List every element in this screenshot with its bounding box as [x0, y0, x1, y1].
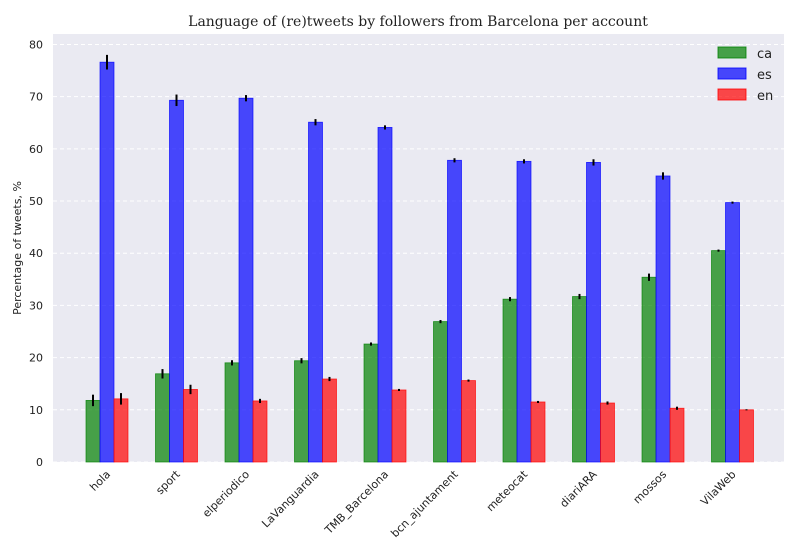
bar-en-meteocat	[530, 401, 546, 463]
y-tick-label: 70	[29, 91, 43, 104]
legend-label-ca: ca	[757, 47, 772, 62]
bar-es-sport	[169, 99, 184, 463]
x-tick-label: hola	[87, 468, 113, 494]
bars	[85, 54, 754, 463]
legend-swatch-ca	[717, 46, 747, 59]
bar-ca-VilaWeb	[711, 250, 726, 463]
bar-es-meteocat	[516, 160, 532, 463]
x-tick-label: LaVanguardia	[259, 468, 321, 530]
legend-label-en: en	[757, 89, 773, 104]
legend-swatch-en	[717, 88, 747, 101]
x-tick-label: elperiodico	[200, 468, 252, 520]
x-tick-labels: hola sport elperiodico LaVanguardia TMB_Barc…	[87, 467, 738, 540]
y-tick-label: 60	[29, 143, 43, 156]
y-tick-label: 20	[29, 352, 43, 365]
legend: ca es en	[717, 46, 773, 104]
bar-ca-bcn_ajuntament	[433, 321, 448, 463]
bar-es-diariARA	[586, 161, 601, 463]
bar-ca-LaVanguardia	[294, 360, 309, 463]
x-tick-label: sport	[153, 467, 183, 497]
bar-ca-TMB_Barcelona	[363, 343, 379, 463]
bar-es-TMB_Barcelona	[377, 127, 393, 463]
bar-en-diariARA	[600, 402, 615, 463]
bar-en-bcn_ajuntament	[461, 380, 476, 463]
x-tick-label: TMB_Barcelona	[322, 468, 391, 537]
y-axis-label: Percentage of tweets, %	[11, 181, 24, 315]
x-tick-label: diariARA	[557, 468, 599, 510]
bar-en-mossos	[669, 407, 685, 463]
x-tick-label: bcn_ajuntament	[388, 467, 461, 540]
bar-es-mossos	[655, 175, 671, 463]
bar-en-LaVanguardia	[322, 378, 337, 463]
bar-en-sport	[183, 389, 198, 463]
bar-en-hola	[113, 398, 129, 463]
bar-es-bcn_ajuntament	[447, 159, 462, 463]
bar-ca-diariARA	[572, 296, 587, 463]
legend-label-es: es	[757, 68, 772, 83]
y-tick-label: 10	[29, 404, 43, 417]
y-tick-label: 30	[29, 299, 43, 312]
bar-es-elperiodico	[238, 97, 254, 463]
bar-en-TMB_Barcelona	[391, 389, 407, 463]
bar-ca-mossos	[641, 276, 657, 463]
chart-title: Language of (re)tweets by followers from…	[188, 14, 648, 30]
y-tick-label: 80	[29, 38, 43, 51]
bar-en-elperiodico	[252, 400, 268, 463]
x-tick-label: mossos	[631, 468, 670, 507]
y-tick-label: 0	[36, 456, 43, 469]
y-tick-label: 40	[29, 247, 43, 260]
bar-ca-hola	[85, 400, 101, 463]
bar-ca-sport	[155, 373, 170, 463]
bar-ca-meteocat	[502, 298, 518, 463]
bar-ca-elperiodico	[224, 362, 240, 463]
x-tick-label: VilaWeb	[698, 468, 738, 508]
y-tick-label: 50	[29, 195, 43, 208]
bar-es-hola	[99, 61, 115, 463]
bar-es-LaVanguardia	[308, 121, 323, 463]
legend-swatch-es	[717, 67, 747, 80]
bar-en-VilaWeb	[739, 409, 754, 463]
y-tick-labels: 0 10 20 30 40 50 60 70 80	[29, 38, 43, 469]
x-tick-label: meteocat	[484, 467, 531, 514]
bar-es-VilaWeb	[725, 202, 740, 463]
